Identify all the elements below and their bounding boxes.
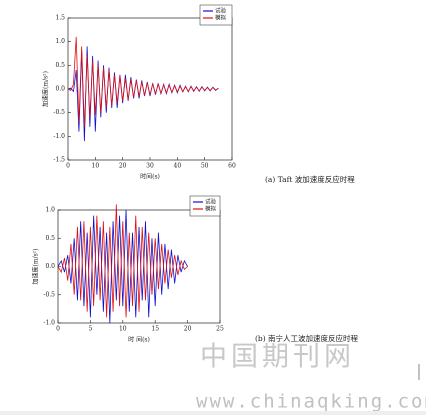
watermark-url: www.chinaqking.com [196,391,426,413]
series-line [67,36,219,127]
y-tick-label: -1.5 [53,157,65,164]
x-tick-label: 60 [228,163,236,170]
y-tick-label: -1.0 [43,320,55,327]
legend-label: 试验 [215,7,227,15]
y-tick-label: 0.0 [45,263,55,270]
bottom-band [0,411,426,415]
caption: (b) 南宁人工波加速度反应时程 [255,333,359,343]
y-axis-label: 加速度(m/s²) [32,249,40,285]
x-tick-label: 15 [151,326,159,333]
x-tick-label: 0 [56,326,60,333]
y-tick-label: 0.0 [55,86,65,93]
legend-label: 模拟 [205,205,217,213]
legend-box [199,4,233,26]
y-tick-label: -0.5 [43,291,55,298]
y-tick-label: -0.5 [53,109,65,116]
y-tick-label: 0.5 [55,62,65,69]
series-line [67,46,219,142]
x-tick-label: 40 [174,163,182,170]
legend-label: 试验 [205,198,217,206]
x-axis-label: 时 间(s) [128,336,150,344]
x-tick-label: 25 [216,326,224,333]
y-tick-label: 1.0 [55,38,65,45]
y-tick-label: 1.5 [55,15,65,22]
x-tick-label: 50 [201,163,209,170]
y-tick-label: -1.0 [53,133,65,140]
series-line [57,209,188,324]
x-tick-label: 30 [146,163,154,170]
watermark-title: 中国期刊网 [200,342,355,373]
x-tick-label: 10 [119,326,127,333]
x-tick-label: 5 [88,326,92,333]
legend-label: 模拟 [215,14,227,22]
series-line [57,204,188,318]
plot-frame [67,17,233,161]
y-axis-label: 加速度(m/s²) [42,71,50,107]
x-tick-label: 0 [66,163,70,170]
x-tick-label: 20 [119,163,127,170]
x-tick-label: 20 [184,326,192,333]
x-axis-label: 时间(s) [140,173,160,181]
x-tick-label: 10 [92,163,100,170]
y-tick-label: 0.5 [45,235,55,242]
y-tick-label: 1.0 [45,207,55,214]
legend-box [189,195,221,217]
caption: (a) Taft 波加速度反应时程 [265,174,355,184]
